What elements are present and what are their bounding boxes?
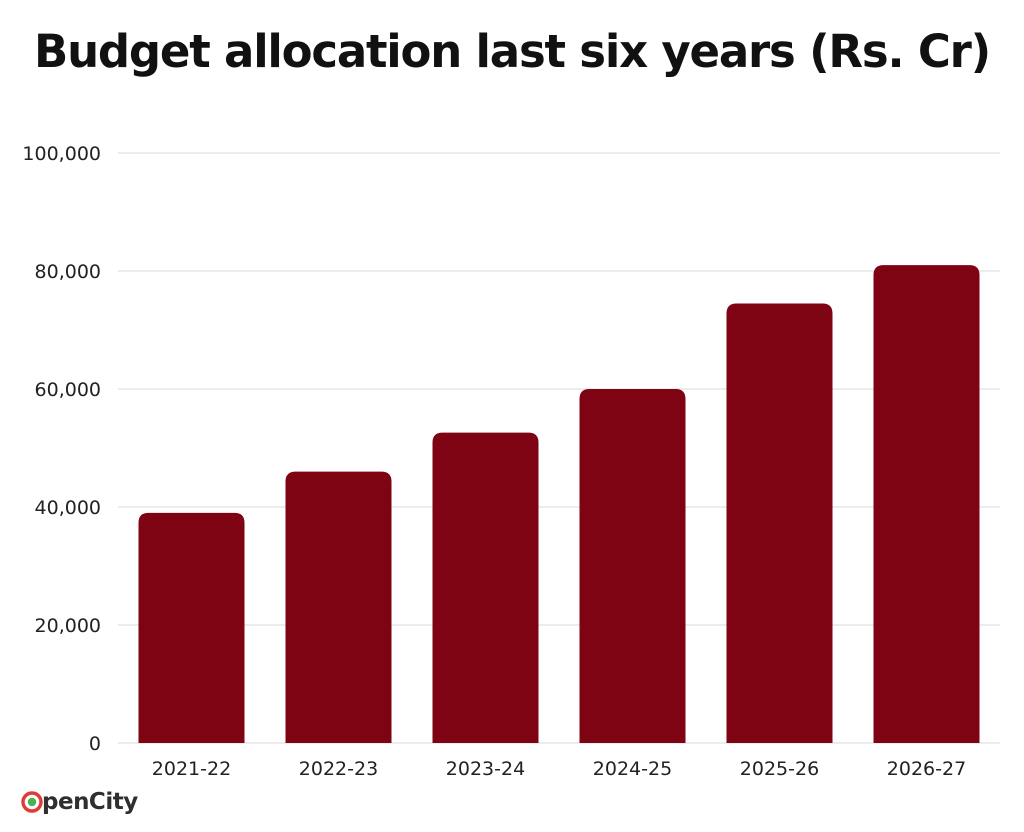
bar-2022-23 [285, 471, 392, 743]
chart-title: Budget allocation last six years (Rs. Cr… [33, 25, 991, 78]
y-tick-label: 100,000 [22, 143, 101, 165]
y-tick-label: 40,000 [35, 497, 101, 519]
x-tick-label: 2026-27 [887, 758, 966, 780]
bars [138, 265, 980, 743]
y-tick-label: 0 [89, 733, 101, 755]
x-tick-label: 2023-24 [446, 758, 525, 780]
bar-2023-24 [432, 432, 539, 743]
bar-2026-27 [873, 265, 980, 743]
bar-2024-25 [579, 389, 686, 743]
y-tick-label: 80,000 [35, 261, 101, 283]
x-tick-label: 2024-25 [593, 758, 672, 780]
bar-2021-22 [138, 512, 245, 743]
x-axis-ticks: 2021-22 2022-23 2023-24 2024-25 2025-26 2026-… [152, 758, 966, 780]
x-tick-label: 2022-23 [299, 758, 378, 780]
opencity-o-icon [21, 791, 43, 813]
x-tick-label: 2025-26 [740, 758, 819, 780]
y-tick-label: 60,000 [35, 379, 101, 401]
logo-text: penCity [42, 789, 138, 815]
gridlines [118, 152, 1000, 744]
y-tick-label: 20,000 [35, 615, 101, 637]
y-axis-ticks: 0 20,000 40,000 60,000 80,000 100,000 [22, 143, 101, 755]
x-tick-label: 2021-22 [152, 758, 231, 780]
bar-2025-26 [726, 303, 833, 743]
opencity-logo: penCity [20, 786, 138, 818]
